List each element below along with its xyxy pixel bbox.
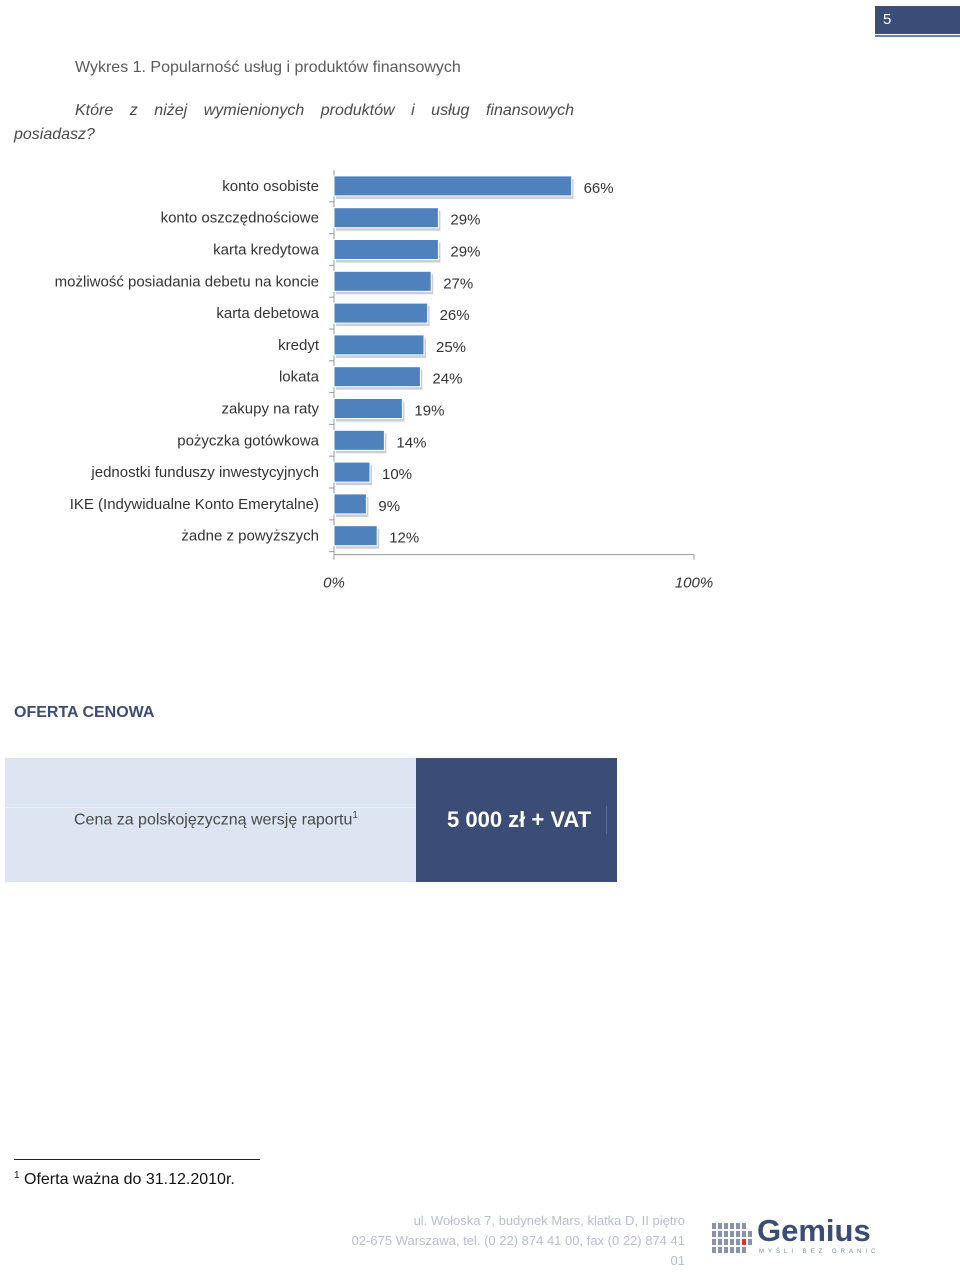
survey-question: Które z niżej wymienionych produktów i u… xyxy=(14,99,574,147)
category-label: karta kredytowa xyxy=(213,242,320,259)
x-tick-label: 0% xyxy=(323,575,345,592)
value-label: 25% xyxy=(436,339,466,356)
price-label-cell: Cena za polskojęzyczną wersję raportu1 xyxy=(5,758,416,882)
footer-address-line-2: 02-675 Warszawa, tel. (0 22) 874 41 00, … xyxy=(351,1233,685,1268)
category-label: jednostki funduszy inwestycyjnych xyxy=(90,464,319,481)
value-label: 12% xyxy=(389,530,419,547)
page-number: 5 xyxy=(875,6,960,37)
price-table: Cena za polskojęzyczną wersję raportu1 5… xyxy=(5,758,617,882)
bar xyxy=(333,302,429,324)
price-label: Cena za polskojęzyczną wersję raportu1 xyxy=(74,810,358,829)
bar xyxy=(333,270,432,292)
category-label: konto oszczędnościowe xyxy=(161,210,319,227)
value-label: 19% xyxy=(414,403,444,420)
bar xyxy=(333,366,421,388)
value-label: 24% xyxy=(432,371,462,388)
gemius-logo[interactable]: Gemius MYŚLI BEZ GRANIC xyxy=(710,1213,875,1263)
footnote-separator xyxy=(14,1159,260,1160)
category-label: możliwość posiadania debetu na koncie xyxy=(55,273,319,290)
survey-question-line-1: Które z niżej wymienionych produktów i u… xyxy=(75,102,574,119)
section-title: OFERTA CENOWA xyxy=(14,704,155,721)
value-label: 14% xyxy=(396,434,426,451)
footer-address-line-1: ul. Wołoska 7, budynek Mars, klatka D, I… xyxy=(413,1213,685,1228)
bar xyxy=(333,461,371,483)
value-label: 27% xyxy=(443,275,473,292)
footnote-mark: 1 xyxy=(14,1170,20,1181)
bar xyxy=(333,175,573,197)
logo-tagline: MYŚLI BEZ GRANIC xyxy=(759,1249,880,1255)
bar xyxy=(333,207,439,229)
price-value: 5 000 zł + VAT xyxy=(447,807,592,832)
value-label: 10% xyxy=(382,466,412,483)
footnote: 1 Oferta ważna do 31.12.2010r. xyxy=(14,1170,235,1189)
bar xyxy=(333,334,425,356)
x-tick-label: 100% xyxy=(675,575,713,592)
bar xyxy=(333,398,403,419)
category-label: konto osobiste xyxy=(222,178,319,195)
gemius-logo-mark-icon xyxy=(712,1223,752,1253)
price-value-cell: 5 000 zł + VAT xyxy=(416,758,617,882)
category-label: pożyczka gotówkowa xyxy=(177,432,319,449)
footer-address: ul. Wołoska 7, budynek Mars, klatka D, I… xyxy=(340,1211,685,1271)
value-label: 66% xyxy=(584,180,614,197)
logo-wordmark: Gemius xyxy=(757,1213,871,1248)
value-label: 29% xyxy=(450,244,480,261)
bar xyxy=(333,525,378,547)
category-label: zakupy na raty xyxy=(221,401,319,418)
figure-title: Wykres 1. Popularność usług i produktów … xyxy=(75,59,461,76)
category-label: IKE (Indywidualne Konto Emerytalne) xyxy=(70,496,319,513)
value-label: 26% xyxy=(440,307,470,324)
footnote-text: Oferta ważna do 31.12.2010r. xyxy=(24,1171,235,1188)
bar xyxy=(333,239,439,260)
category-label: kredyt xyxy=(278,337,320,354)
category-label: żadne z powyższych xyxy=(181,528,319,545)
popularity-bar-chart: 0% 100% konto osobiste 66% konto oszczędnośc… xyxy=(55,170,713,592)
category-label: lokata xyxy=(279,369,320,386)
value-label: 29% xyxy=(450,212,480,229)
survey-question-line-2: posiadasz? xyxy=(14,126,95,143)
price-footnote-mark[interactable]: 1 xyxy=(352,810,358,821)
value-label: 9% xyxy=(378,498,400,515)
bar xyxy=(333,429,385,451)
category-label: karta debetowa xyxy=(216,305,319,322)
bar xyxy=(333,493,367,515)
price-label-text: Cena za polskojęzyczną wersję raportu xyxy=(74,811,353,829)
